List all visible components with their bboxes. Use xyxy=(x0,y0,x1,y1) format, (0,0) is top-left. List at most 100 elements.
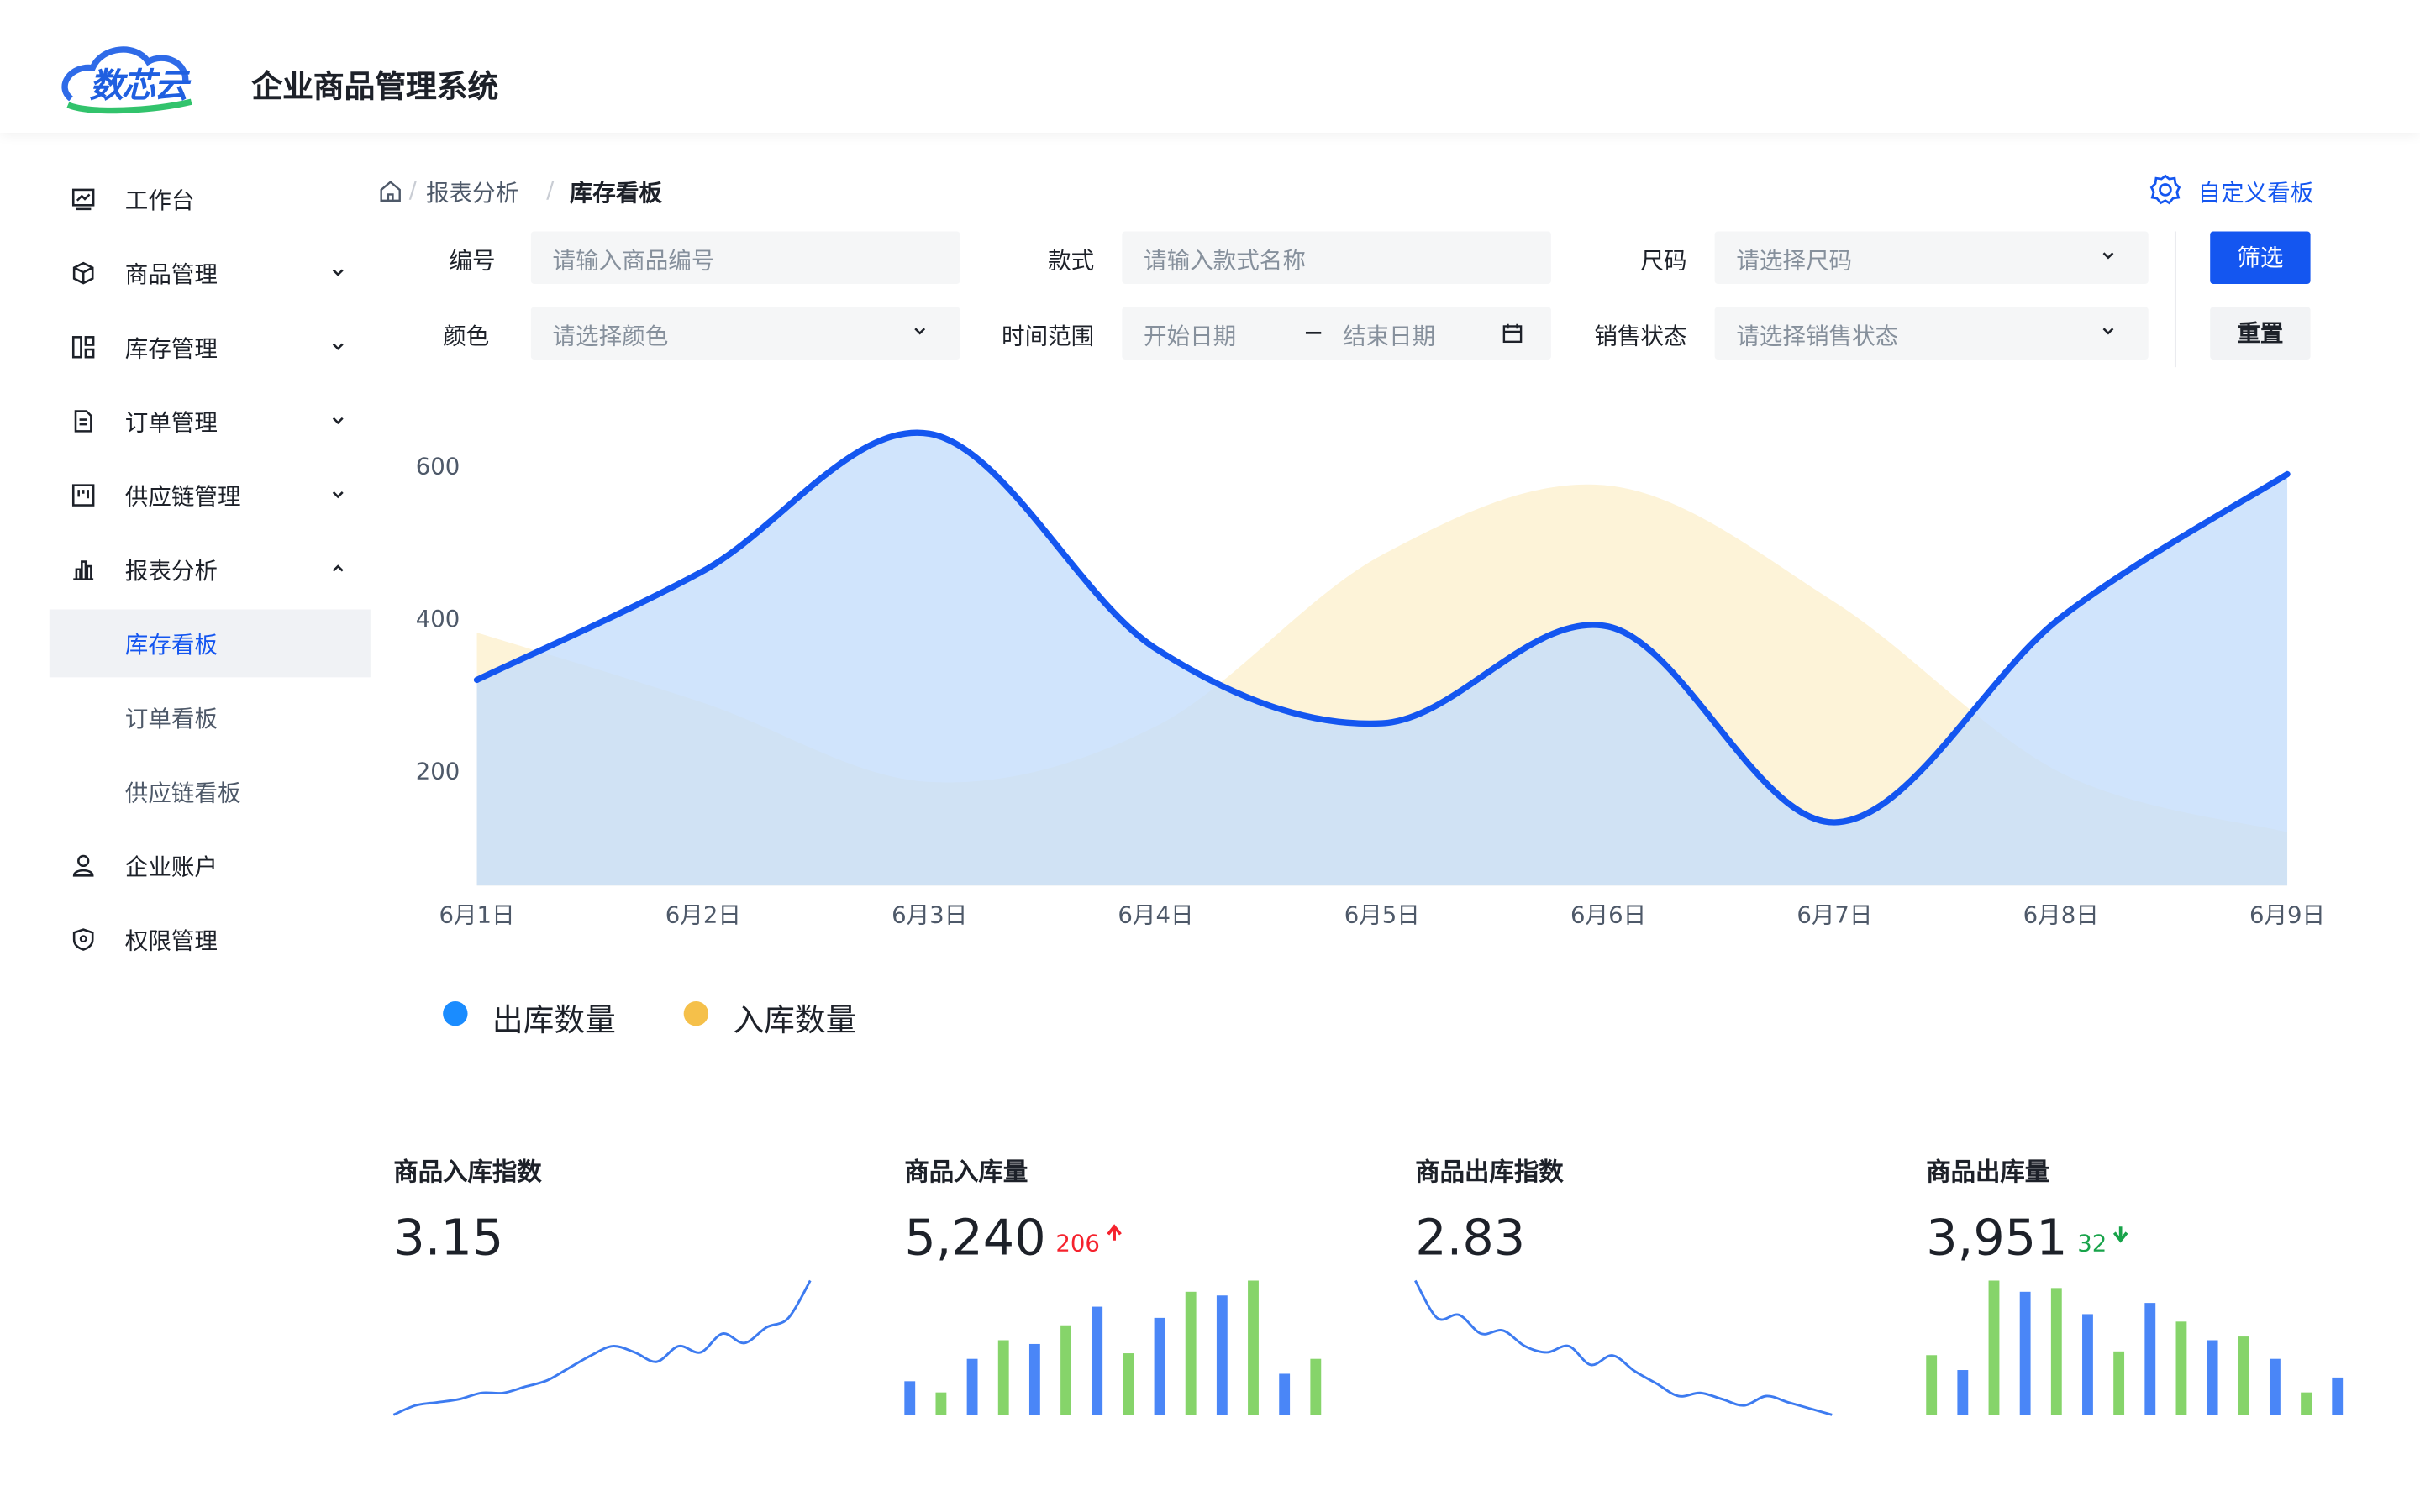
kpi-title: 商品出库量 xyxy=(1926,1157,2050,1187)
nav-label: 供应链管理 xyxy=(124,482,241,511)
trend-arrow xyxy=(1107,1224,1122,1241)
spark-bar xyxy=(1310,1358,1322,1415)
icon xyxy=(71,188,95,211)
icon xyxy=(71,484,95,507)
placeholder: 结束日期 xyxy=(1342,322,1436,350)
spark-bar xyxy=(2082,1314,2093,1415)
spark-bar xyxy=(1060,1325,1071,1415)
nav-item[interactable]: 库存管理 xyxy=(50,313,371,381)
text-input[interactable]: 请输入款式名称 xyxy=(1122,231,1551,284)
chevron xyxy=(2102,252,2114,260)
x-tick-label: 6月7日 xyxy=(1797,901,1872,928)
nav-label: 订单看板 xyxy=(124,705,218,733)
chevron xyxy=(332,269,344,276)
y-tick-label: 400 xyxy=(416,606,460,633)
kpi-delta: 206 xyxy=(1055,1229,1100,1257)
nav-item[interactable]: 供应链管理 xyxy=(50,461,371,529)
breadcrumb-link[interactable]: 报表分析 xyxy=(425,179,519,207)
date-range[interactable]: 开始日期 结束日期 xyxy=(1122,307,1551,360)
nav-item[interactable]: 报表分析 xyxy=(50,535,371,603)
nav-label: 报表分析 xyxy=(124,557,218,585)
x-tick-label: 6月1日 xyxy=(439,901,514,928)
x-tick-label: 6月4日 xyxy=(1118,901,1193,928)
range-dash xyxy=(1305,331,1322,334)
nav-item[interactable]: 工作台 xyxy=(50,165,371,234)
chevron xyxy=(332,491,344,499)
home-icon[interactable] xyxy=(378,179,402,203)
y-tick-label: 600 xyxy=(416,454,460,480)
spark-bar xyxy=(2175,1321,2187,1415)
placeholder: 开始日期 xyxy=(1144,322,1237,350)
field-label: 时间范围 xyxy=(1002,322,1095,350)
kpi-value: 2.83 xyxy=(1415,1208,1526,1267)
placeholder: 请选择颜色 xyxy=(552,322,669,350)
nav-label: 库存看板 xyxy=(124,631,218,659)
spark-bar xyxy=(2144,1303,2156,1415)
calendar-icon xyxy=(1502,323,1523,344)
nav-label: 工作台 xyxy=(124,186,195,215)
icon xyxy=(72,928,94,951)
header: 数芯云 企业商品管理系统 xyxy=(0,0,2420,133)
icon xyxy=(74,410,92,433)
chevron xyxy=(332,417,344,425)
kpi-title: 商品入库量 xyxy=(904,1157,1028,1187)
kpi-value: 5,240 xyxy=(904,1208,1046,1267)
chevron xyxy=(914,328,926,335)
select[interactable]: 请选择销售状态 xyxy=(1714,307,2149,360)
spark-bar xyxy=(1185,1291,1197,1415)
placeholder: 请选择销售状态 xyxy=(1736,322,1899,350)
trend-arrow xyxy=(2112,1226,2128,1243)
sparkline xyxy=(392,1279,812,1416)
text-input[interactable]: 请输入商品编号 xyxy=(530,231,960,284)
spark-bar xyxy=(2050,1288,2062,1415)
nav-subitem[interactable]: 供应链看板 xyxy=(50,758,371,826)
kpi-title: 商品出库指数 xyxy=(1415,1157,1564,1187)
chevron xyxy=(2102,328,2114,335)
filter-button[interactable]: 筛选 xyxy=(2210,231,2311,284)
x-tick-label: 6月9日 xyxy=(2249,901,2325,928)
kpi-value: 3.15 xyxy=(393,1208,504,1267)
reset-button[interactable]: 重置 xyxy=(2210,307,2311,360)
select[interactable]: 请选择颜色 xyxy=(530,307,960,360)
nav-item[interactable]: 商品管理 xyxy=(50,239,371,307)
field-label: 编号 xyxy=(449,246,496,275)
icon xyxy=(71,336,95,359)
nav-subitem[interactable]: 库存看板 xyxy=(49,609,371,678)
nav-label: 订单管理 xyxy=(124,408,218,437)
spark-bar xyxy=(2207,1340,2218,1415)
x-tick-label: 6月6日 xyxy=(1570,901,1646,928)
nav-subitem[interactable]: 订单看板 xyxy=(50,684,371,752)
nav-label: 商品管理 xyxy=(124,260,218,289)
separator: / xyxy=(408,176,418,204)
settings-icon[interactable] xyxy=(2149,173,2182,207)
field-label: 尺码 xyxy=(1640,246,1687,275)
icon xyxy=(72,854,94,877)
logo-cloud xyxy=(61,46,192,114)
spark-bar xyxy=(2238,1336,2249,1415)
select[interactable]: 请选择尺码 xyxy=(1714,231,2149,284)
spark-bar xyxy=(1957,1370,1969,1415)
spark-bar xyxy=(2019,1291,2031,1415)
breadcrumb-current: 库存看板 xyxy=(569,179,662,207)
x-tick-label: 6月8日 xyxy=(2023,901,2099,928)
legend-label: 入库数量 xyxy=(733,1001,857,1039)
icon xyxy=(73,560,94,580)
kpi-title: 商品入库指数 xyxy=(393,1157,542,1187)
spark-bar xyxy=(1988,1280,2000,1415)
nav-item[interactable]: 订单管理 xyxy=(50,387,371,455)
nav-label: 供应链看板 xyxy=(124,779,241,807)
spark-bar xyxy=(935,1392,947,1415)
placeholder: 请输入款式名称 xyxy=(1144,246,1306,275)
customize-link[interactable]: 自定义看板 xyxy=(2197,179,2314,207)
logo: 数芯云 xyxy=(89,67,189,107)
field-label: 销售状态 xyxy=(1594,322,1687,350)
nav-item[interactable]: 企业账户 xyxy=(50,832,371,900)
spark-bar xyxy=(1123,1353,1134,1415)
spark-bar xyxy=(1279,1373,1291,1415)
kpi-delta: 32 xyxy=(2077,1229,2107,1257)
spark-bar xyxy=(1028,1343,1040,1415)
legend-marker xyxy=(443,1001,468,1026)
spark-bar xyxy=(2332,1377,2344,1415)
nav-item[interactable]: 权限管理 xyxy=(50,906,371,974)
